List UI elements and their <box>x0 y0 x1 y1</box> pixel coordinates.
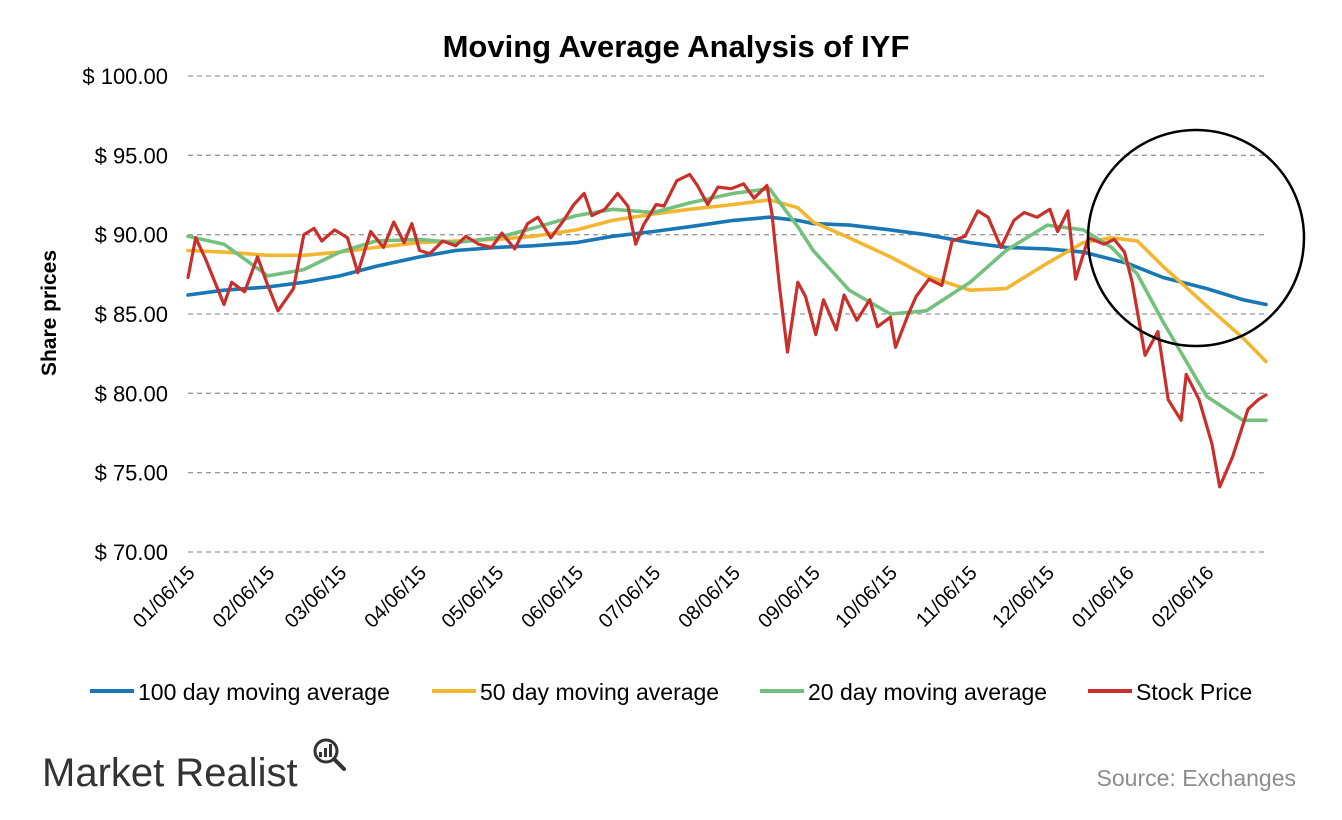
x-tick-label: 08/06/15 <box>674 562 745 633</box>
x-tick-label: 05/06/15 <box>438 562 509 633</box>
y-tick-label: $ 100.00 <box>82 64 168 89</box>
x-tick-label: 04/06/15 <box>360 562 431 633</box>
y-tick-label: $ 85.00 <box>95 302 168 327</box>
legend-label: Stock Price <box>1136 679 1252 705</box>
y-tick-label: $ 80.00 <box>95 381 168 406</box>
source-note: Source: Exchanges <box>1097 765 1296 791</box>
series-line-20-day-moving-average <box>186 186 1268 423</box>
brand-logo: Market Realist <box>42 738 346 795</box>
magnifier-chart-icon <box>313 738 346 771</box>
series-line-100-day-moving-average <box>186 215 1268 307</box>
x-tick-label: 11/06/15 <box>912 562 982 632</box>
legend-label: 20 day moving average <box>808 679 1047 705</box>
gridlines <box>188 75 1266 553</box>
legend: 100 day moving average 50 day moving aver… <box>90 679 1252 705</box>
x-axis-ticks: 01/06/15 02/06/15 03/06/15 04/06/15 05/06/15… <box>129 562 1218 633</box>
y-tick-label: $ 95.00 <box>95 143 168 168</box>
legend-label: 100 day moving average <box>138 679 390 705</box>
y-axis-ticks: $ 100.00 $ 95.00 $ 90.00 $ 85.00 $ 80.00 $ 75… <box>82 64 168 565</box>
series-lines <box>186 172 1268 489</box>
series-line-stock-price <box>186 172 1268 489</box>
series-line-50-day-moving-average <box>186 198 1268 364</box>
y-tick-label: $ 70.00 <box>95 540 168 565</box>
y-axis-label: Share prices <box>38 250 61 376</box>
x-tick-label: 01/06/15 <box>129 562 200 633</box>
x-tick-label: 01/06/16 <box>1068 562 1139 633</box>
x-tick-label: 02/06/16 <box>1148 562 1219 633</box>
x-tick-label: 10/06/15 <box>831 562 902 633</box>
y-tick-label: $ 90.00 <box>95 223 168 248</box>
x-tick-label: 03/06/15 <box>281 562 352 633</box>
x-tick-label: 09/06/15 <box>754 562 825 633</box>
x-tick-label: 02/06/15 <box>209 562 280 633</box>
x-tick-label: 12/06/15 <box>988 562 1059 633</box>
x-tick-label: 06/06/15 <box>517 562 588 633</box>
x-tick-label: 07/06/15 <box>595 562 666 633</box>
y-tick-label: $ 75.00 <box>95 461 168 486</box>
chart-title: Moving Average Analysis of IYF <box>443 29 910 64</box>
brand-name: Market Realist <box>42 751 298 795</box>
highlight-circle <box>1086 128 1306 348</box>
legend-label: 50 day moving average <box>480 679 719 705</box>
